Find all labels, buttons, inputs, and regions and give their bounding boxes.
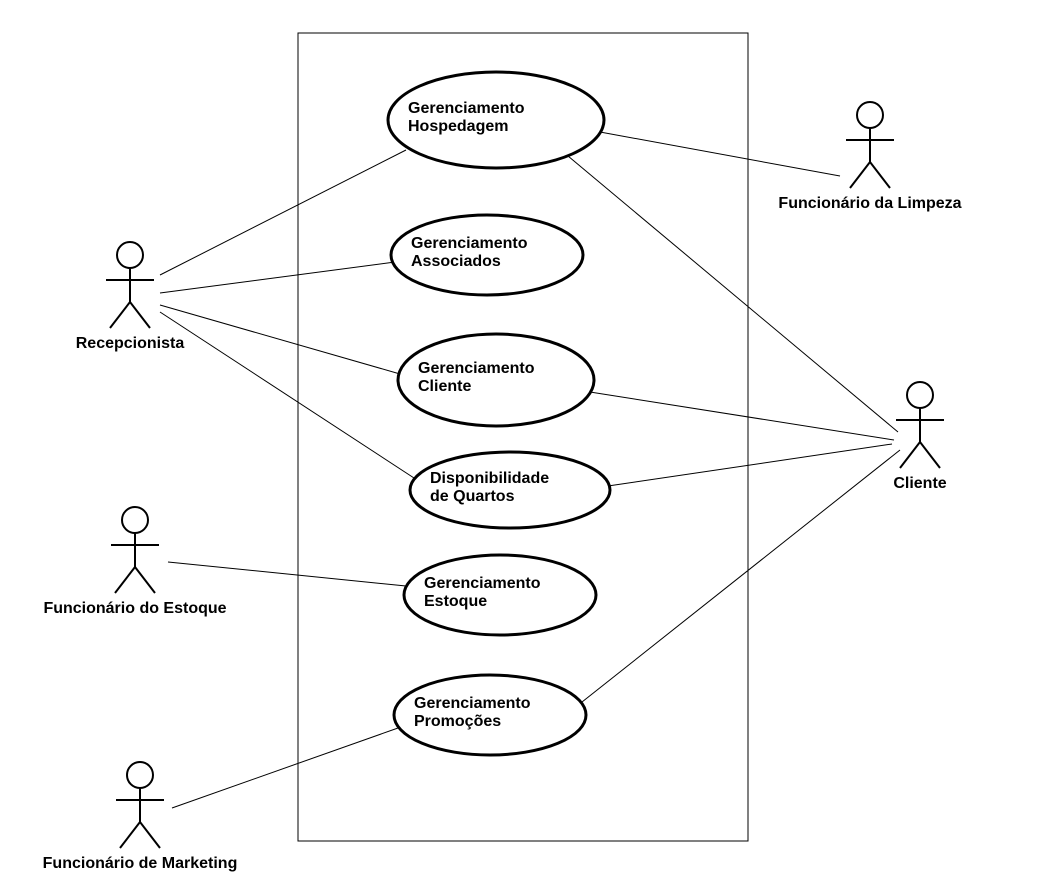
use-case-label: Gerenciamento bbox=[424, 575, 541, 592]
uc-disponibilidade: Disponibilidadede Quartos bbox=[410, 452, 610, 528]
actor-label: Funcionário do Estoque bbox=[43, 600, 226, 617]
use-case-diagram: GerenciamentoHospedagemGerenciamentoAsso… bbox=[0, 0, 1060, 879]
use-case-label: de Quartos bbox=[430, 488, 515, 505]
actor-label: Funcionário da Limpeza bbox=[778, 195, 961, 212]
use-case-label: Gerenciamento bbox=[414, 695, 531, 712]
uc-promocoes: GerenciamentoPromoções bbox=[394, 675, 586, 755]
use-case-label: Disponibilidade bbox=[430, 470, 549, 487]
uc-estoque: GerenciamentoEstoque bbox=[404, 555, 596, 635]
actor-label: Funcionário de Marketing bbox=[43, 855, 238, 872]
use-case-label: Estoque bbox=[424, 593, 487, 610]
uc-cliente: GerenciamentoCliente bbox=[398, 334, 594, 426]
use-case-label: Cliente bbox=[418, 378, 471, 395]
use-case-label: Gerenciamento bbox=[418, 360, 535, 377]
actor-label: Recepcionista bbox=[76, 335, 185, 352]
use-case-label: Gerenciamento bbox=[408, 100, 525, 117]
uc-associados: GerenciamentoAssociados bbox=[391, 215, 583, 295]
use-case-label: Promoções bbox=[414, 713, 501, 730]
uc-hospedagem: GerenciamentoHospedagem bbox=[388, 72, 604, 168]
actor-label: Cliente bbox=[893, 475, 946, 492]
use-case-label: Associados bbox=[411, 253, 501, 270]
use-case-label: Hospedagem bbox=[408, 118, 508, 135]
use-case-label: Gerenciamento bbox=[411, 235, 528, 252]
